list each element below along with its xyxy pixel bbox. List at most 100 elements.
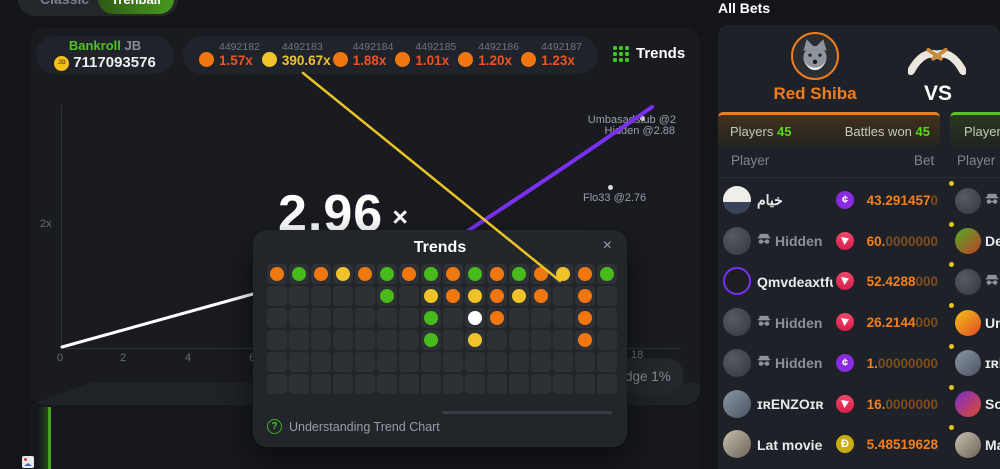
- trend-cell: [289, 308, 309, 328]
- trx-coin-icon: [836, 272, 854, 291]
- trend-cell: [443, 330, 463, 350]
- team-a-stats-tab[interactable]: Players 45 Battles won 45: [718, 112, 940, 146]
- player-name: Um: [985, 314, 1000, 331]
- player-name-block: خيام: [757, 180, 833, 221]
- table-row-right[interactable]: Mad: [955, 424, 1000, 465]
- trend-cell: [421, 330, 441, 350]
- bankroll-pill[interactable]: Bankroll JB JB 7117093576: [36, 36, 174, 74]
- trend-cell: [443, 286, 463, 306]
- trend-cell: [575, 308, 595, 328]
- trend-cell: [421, 352, 441, 372]
- bet-amount-main: 60.: [866, 233, 886, 249]
- battle-card: Red Shiba VS Players 45 Battles won 45 P…: [718, 25, 1000, 469]
- round-multiplier: 1.20x: [478, 53, 513, 69]
- trx-coin-icon: [836, 313, 854, 332]
- avatar: [955, 187, 981, 214]
- player-name: ɪʀEN: [985, 355, 1000, 372]
- avatar: [723, 267, 751, 296]
- trend-cell: [553, 286, 573, 306]
- table-row[interactable]: ɪʀENZOɪʀ 16.0000000 Soh: [718, 384, 1000, 425]
- trend-cell: [575, 286, 595, 306]
- incognito-icon: [985, 192, 999, 210]
- bet-amount-main: 26.2144: [866, 315, 916, 331]
- trend-cell: [575, 330, 595, 350]
- round-result-dot: [458, 51, 474, 67]
- trend-cell: [377, 308, 397, 328]
- trend-cell: [399, 286, 419, 306]
- trend-cell: [465, 374, 485, 394]
- vs-label: VS: [924, 82, 953, 105]
- trends-modal-title: Trends: [413, 239, 467, 256]
- avatar: [955, 391, 981, 417]
- table-row[interactable]: Lat movie Đ 5.48519628 Mad: [718, 424, 1000, 465]
- trend-cell: [597, 264, 617, 284]
- trend-cell: [311, 264, 331, 284]
- player-name: Hidden: [775, 314, 823, 331]
- trend-cell: [553, 330, 573, 350]
- trend-cell: [509, 330, 529, 350]
- win-indicator-dot: [949, 181, 954, 186]
- tab-trenball[interactable]: Trenball: [98, 0, 174, 14]
- history-badge[interactable]: 4492183 390.67x: [261, 41, 331, 69]
- history-badge[interactable]: 4492185 1.01x: [395, 41, 456, 69]
- trend-cell: [421, 286, 441, 306]
- progress-line: [48, 407, 51, 469]
- trend-cell: [355, 308, 375, 328]
- trend-grid-scrollbar[interactable]: [442, 411, 612, 414]
- bankroll-label: Bankroll JB: [68, 37, 142, 53]
- trend-cell: [289, 330, 309, 350]
- trend-cell: [355, 352, 375, 372]
- trend-cell: [289, 352, 309, 372]
- avatar: [723, 389, 751, 418]
- round-number: 4492187: [541, 41, 582, 54]
- trend-dot-g: [424, 311, 438, 325]
- table-row-right[interactable]: ɪʀEN: [955, 343, 1000, 384]
- history-badge[interactable]: 4492187 1.23x: [521, 41, 582, 69]
- trend-cell: [311, 374, 331, 394]
- team-b-stats-tab[interactable]: Players: [950, 112, 1000, 146]
- table-row-right[interactable]: H: [955, 261, 1000, 302]
- trend-dot-y: [556, 267, 570, 281]
- win-indicator-dot: [949, 384, 954, 390]
- trends-button[interactable]: Trends: [613, 45, 685, 62]
- trend-dot-g: [292, 267, 306, 281]
- trend-dot-o: [534, 289, 548, 303]
- bet-amount: 43.291457 0: [858, 180, 938, 221]
- round-number: 4492184: [352, 41, 394, 54]
- doge-coin-icon: Đ: [836, 435, 854, 454]
- avatar: [955, 268, 981, 295]
- table-row-right[interactable]: Um: [955, 302, 1000, 343]
- table-row-right[interactable]: Soh: [955, 384, 1000, 425]
- history-badge[interactable]: 4492182 1.57x: [199, 41, 260, 69]
- trend-cell: [531, 308, 551, 328]
- trend-cell: [355, 330, 375, 350]
- trend-cell: [553, 352, 573, 372]
- trend-cell: [267, 308, 287, 328]
- trend-help-link[interactable]: ? Understanding Trend Chart: [267, 419, 440, 434]
- close-icon[interactable]: ×: [602, 237, 612, 254]
- round-number: 4492185: [415, 41, 457, 54]
- trend-cell: [421, 264, 441, 284]
- y-tick-2x: 2x: [40, 218, 52, 230]
- trend-dot-o: [270, 267, 284, 281]
- table-row[interactable]: Hidden 60.0000000 Dev: [718, 221, 1000, 262]
- table-row-right[interactable]: H: [955, 180, 1000, 221]
- tab-classic[interactable]: Classic: [40, 0, 89, 7]
- bankroll-value: 7117093576: [73, 53, 156, 71]
- table-row[interactable]: Hidden¢1.00000000ɪʀEN: [718, 343, 1000, 384]
- history-badge[interactable]: 4492184 1.88x: [332, 41, 394, 69]
- player-name: Mad: [985, 436, 1000, 453]
- trend-cell: [465, 286, 485, 306]
- table-row-right[interactable]: Dev: [955, 221, 1000, 262]
- trend-cell: [289, 286, 309, 306]
- jb-coin-icon: JB: [54, 55, 70, 71]
- trend-dot-g: [468, 267, 482, 281]
- player-name: Hidden: [775, 355, 823, 372]
- player-name-block: Hidden: [757, 302, 833, 343]
- trend-cell: [509, 308, 529, 328]
- trend-cell: [333, 330, 353, 350]
- history-badge[interactable]: 4492186 1.20x: [458, 41, 519, 69]
